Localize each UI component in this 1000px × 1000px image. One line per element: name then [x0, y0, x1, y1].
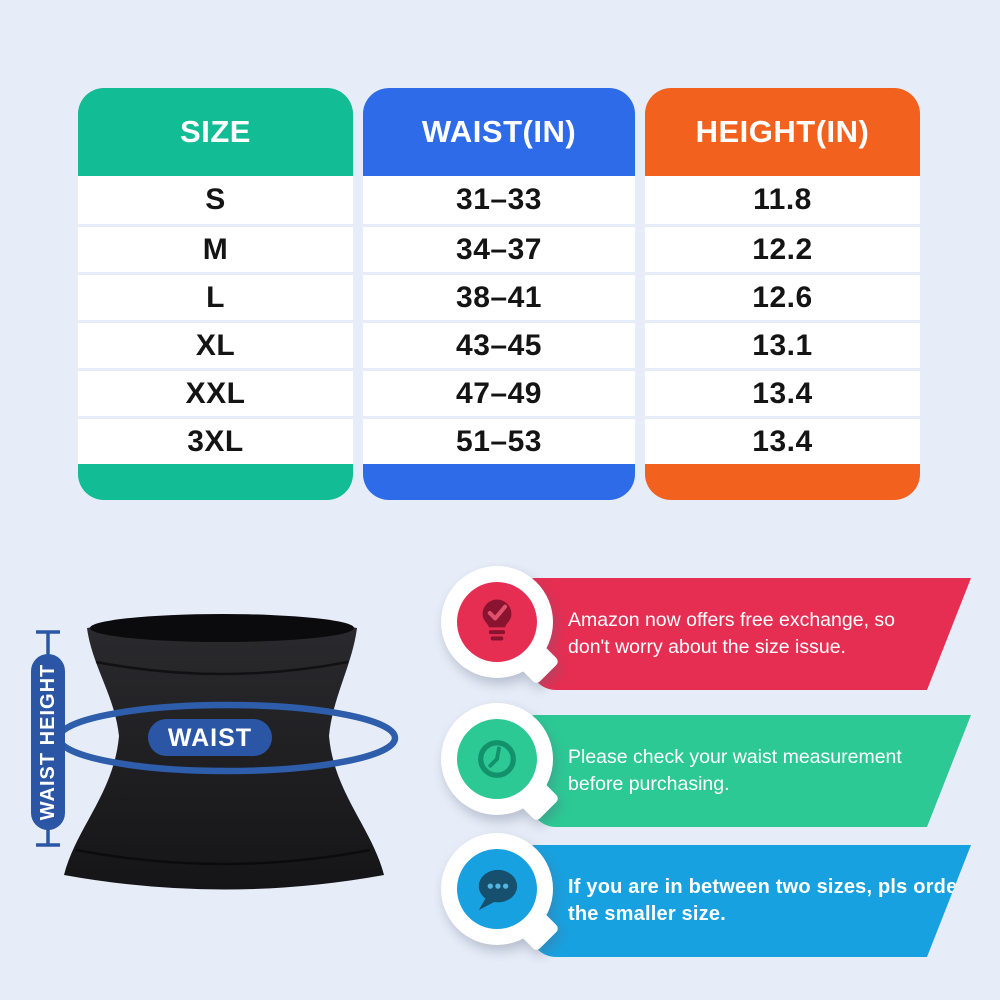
waist-label: WAIST	[168, 724, 252, 752]
callout-text-line: don't worry about the size issue.	[568, 636, 846, 658]
table-cell: 43–45	[363, 320, 635, 368]
callout-banner: Please check your waist measurement befor…	[530, 715, 971, 827]
table-cell: 51–53	[363, 416, 635, 464]
table-cell: 13.4	[645, 368, 920, 416]
callout-text-line: Amazon now offers free exchange, so	[568, 609, 895, 631]
column-footer-bar	[363, 464, 635, 500]
height-label: WAIST HEIGHT	[37, 664, 59, 820]
column-footer-bar	[645, 464, 920, 500]
waist-trainer-illustration: WAIST WAIST HEIGHT	[31, 614, 399, 890]
garment-stitch-top	[95, 660, 349, 676]
lightbulb-check-icon	[457, 582, 537, 662]
callout-text-line: the smaller size.	[568, 903, 726, 925]
table-cell: 13.1	[645, 320, 920, 368]
table-cell: 3XL	[78, 416, 353, 464]
column-header: WAIST(IN)	[363, 88, 635, 176]
table-cell: 12.2	[645, 224, 920, 272]
callout-text-line: Please check your waist measurement	[568, 746, 902, 768]
waist-label-pill	[148, 719, 272, 756]
column-footer-bar	[78, 464, 353, 500]
size-chart-column-1: SIZE S M L XL XXL 3XL	[78, 88, 353, 500]
column-header: SIZE	[78, 88, 353, 176]
callout-text-line: If you are in between two sizes, pls ord…	[568, 876, 966, 898]
size-chart-column-3: HEIGHT(IN) 11.8 12.2 12.6 13.1 13.4 13.4	[645, 88, 920, 500]
callout-1: Amazon now offers free exchange, so don't…	[441, 566, 981, 698]
callout-banner: If you are in between two sizes, pls ord…	[530, 845, 971, 957]
height-label-pill	[31, 654, 65, 830]
table-cell: 38–41	[363, 272, 635, 320]
table-cell: 12.6	[645, 272, 920, 320]
callout-badge	[441, 833, 560, 952]
table-cell: M	[78, 224, 353, 272]
size-chart-column-2: WAIST(IN) 31–33 34–37 38–41 43–45 47–49 51–53	[363, 88, 635, 500]
table-cell: XL	[78, 320, 353, 368]
callout-3: If you are in between two sizes, pls ord…	[441, 833, 981, 965]
table-cell: 13.4	[645, 416, 920, 464]
callout-2: Please check your waist measurement befor…	[441, 703, 981, 835]
table-cell: 11.8	[645, 176, 920, 224]
table-cell: 47–49	[363, 368, 635, 416]
table-cell: L	[78, 272, 353, 320]
chat-dots-icon	[457, 849, 537, 929]
garment-opening	[90, 614, 354, 642]
table-cell: 31–33	[363, 176, 635, 224]
clock-icon	[457, 719, 537, 799]
callout-badge	[441, 566, 560, 685]
garment-stitch-bottom	[75, 848, 371, 866]
column-header: HEIGHT(IN)	[645, 88, 920, 176]
callout-badge	[441, 703, 560, 822]
table-cell: S	[78, 176, 353, 224]
table-cell: 34–37	[363, 224, 635, 272]
table-cell: XXL	[78, 368, 353, 416]
callout-text-line: before purchasing.	[568, 773, 730, 795]
callout-banner: Amazon now offers free exchange, so don't…	[530, 578, 971, 690]
